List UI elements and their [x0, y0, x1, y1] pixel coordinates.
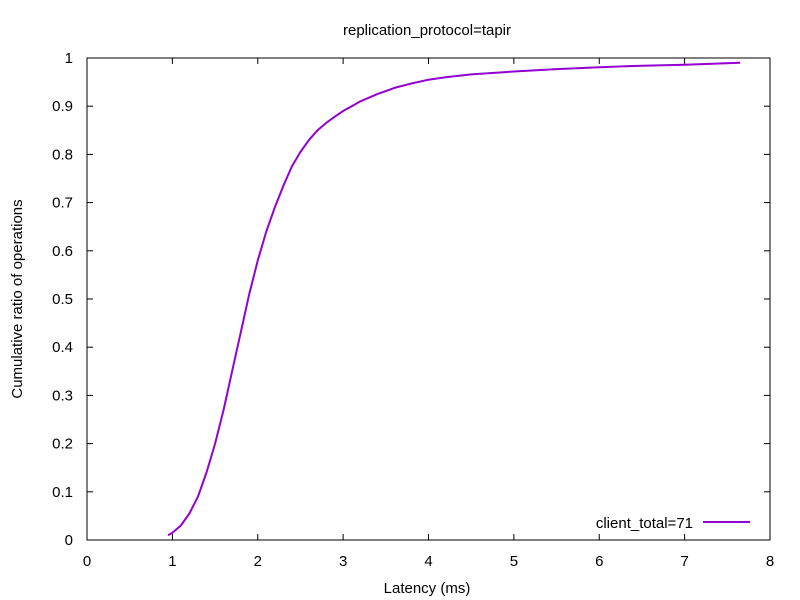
x-axis-label: Latency (ms)	[384, 580, 471, 597]
x-tick-label: 1	[168, 553, 176, 570]
x-tick-label: 7	[680, 553, 688, 570]
plot-border	[86, 57, 771, 541]
legend-label: client_total=71	[596, 515, 693, 532]
chart-title: replication_protocol=tapir	[343, 22, 511, 39]
y-tick-label: 0.6	[52, 243, 73, 260]
y-tick-label: 0.4	[52, 339, 73, 356]
x-tick-label: 2	[254, 553, 262, 570]
series	[167, 61, 741, 537]
y-tick-label: 0.3	[52, 387, 73, 404]
y-axis-label: Cumulative ratio of operations	[9, 199, 26, 398]
y-tick-label: 0.2	[52, 436, 73, 453]
y-tick-label: 0.7	[52, 195, 73, 212]
plot-frame	[86, 57, 771, 541]
x-tick-label: 8	[766, 553, 774, 570]
x-tick-label: 6	[595, 553, 603, 570]
x-tick-label: 3	[339, 553, 347, 570]
legend: client_total=71	[596, 515, 750, 532]
x-tick-label: 0	[83, 553, 91, 570]
x-tick-label: 5	[510, 553, 518, 570]
y-tick-label: 0	[65, 532, 73, 549]
y-tick-label: 1	[65, 50, 73, 67]
y-tick-label: 0.1	[52, 484, 73, 501]
y-tick-label: 0.5	[52, 291, 73, 308]
y-tick-label: 0.9	[52, 98, 73, 115]
ticks: 0 1 2 3 4 5 6 7 8 0 0.1 0.2 0.3 0.4 0.5 0.6 0.7 0.8 0.9 1	[52, 50, 774, 570]
series-line	[167, 61, 741, 537]
x-tick-label: 4	[424, 553, 432, 570]
y-tick-label: 0.8	[52, 146, 73, 163]
